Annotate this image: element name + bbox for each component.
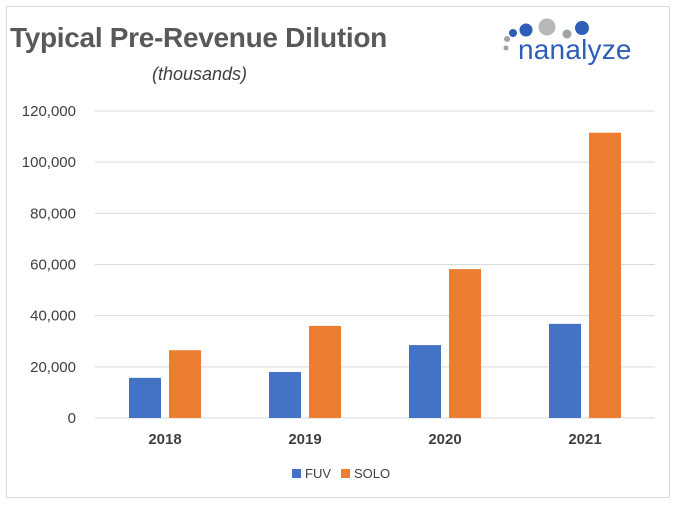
bar-solo-2018 <box>169 350 201 418</box>
x-tick-label: 2021 <box>568 431 601 448</box>
x-tick-label: 2020 <box>428 431 461 448</box>
bar-solo-2020 <box>449 269 481 418</box>
x-tick-label: 2018 <box>148 431 181 448</box>
nanalyze-logo: nanalyze <box>496 18 656 68</box>
y-tick-label: 120,000 <box>22 103 76 120</box>
chart-legend: FUV SOLO <box>292 466 400 481</box>
bar-fuv-2019 <box>269 371 301 418</box>
bar-fuv-2018 <box>129 377 161 418</box>
y-tick-label: 0 <box>68 410 76 427</box>
y-tick-label: 40,000 <box>30 308 76 325</box>
bar-solo-2021 <box>589 132 621 418</box>
legend-item-fuv: FUV <box>292 466 331 481</box>
legend-swatch-fuv <box>292 469 301 478</box>
chart-subtitle: (thousands) <box>152 64 248 84</box>
y-tick-label: 100,000 <box>22 154 76 171</box>
logo-text: nanalyze <box>518 34 632 65</box>
legend-label-fuv: FUV <box>305 466 331 481</box>
y-tick-label: 20,000 <box>30 359 76 376</box>
legend-label-solo: SOLO <box>354 466 391 481</box>
bar-fuv-2020 <box>409 345 441 418</box>
y-tick-label: 60,000 <box>30 257 76 274</box>
y-tick-label: 80,000 <box>30 205 76 222</box>
bar-fuv-2021 <box>549 323 581 418</box>
x-tick-label: 2019 <box>288 431 321 448</box>
chart-title: Typical Pre-Revenue Dilution <box>10 22 387 53</box>
logo-dots-icon <box>503 18 589 51</box>
bar-solo-2019 <box>309 325 341 418</box>
legend-item-solo: SOLO <box>341 466 390 481</box>
legend-swatch-solo <box>341 469 350 478</box>
